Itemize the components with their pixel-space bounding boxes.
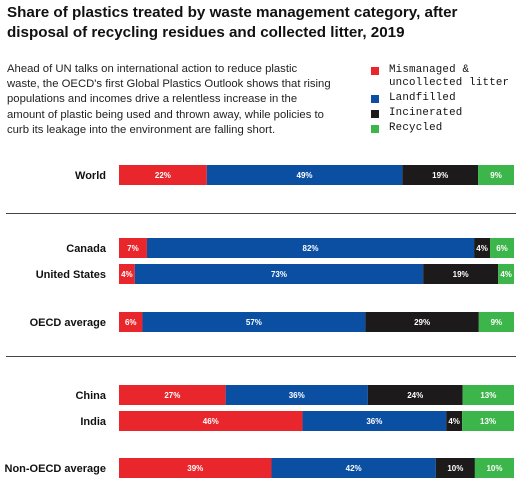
bar-segment-oecd-average-3: [478, 312, 514, 332]
data-label-non-oecd-average-0: 39%: [187, 464, 203, 473]
category-label-world: World: [75, 170, 106, 182]
data-label-india-3: 13%: [480, 417, 496, 426]
category-label-china: China: [75, 390, 106, 402]
bar-segment-china-3: [462, 385, 514, 405]
data-label-world-1: 49%: [297, 171, 313, 180]
bar-segment-india-1: [302, 411, 447, 431]
legend-label-recycled: Recycled: [389, 122, 443, 134]
data-label-non-oecd-average-2: 10%: [447, 464, 463, 473]
data-label-united-states-3: 4%: [500, 270, 512, 279]
bar-segment-non-oecd-average-3: [474, 458, 514, 478]
category-label-oecd-average: OECD average: [30, 317, 106, 329]
bar-segment-oecd-average-1: [142, 312, 366, 332]
data-label-united-states-0: 4%: [121, 270, 133, 279]
bar-segment-world-1: [206, 165, 403, 185]
data-label-non-oecd-average-3: 10%: [486, 464, 502, 473]
data-label-canada-3: 6%: [496, 244, 508, 253]
legend-label-landfilled: Landfilled: [389, 92, 456, 104]
data-label-world-0: 22%: [155, 171, 171, 180]
bar-segment-canada-1: [146, 238, 475, 258]
legend-swatch-landfilled: [371, 95, 379, 103]
bar-segment-united-states-2: [423, 264, 499, 284]
bar-segment-non-oecd-average-0: [119, 458, 272, 478]
chart-title: Share of plastics treated by waste manag…: [7, 4, 458, 41]
bar-segment-china-1: [225, 385, 368, 405]
bar-segment-oecd-average-2: [365, 312, 479, 332]
bar-segment-world-2: [402, 165, 479, 185]
bar-segment-india-3: [462, 411, 514, 431]
data-label-china-3: 13%: [480, 391, 496, 400]
bar-segment-china-0: [119, 385, 226, 405]
data-label-oecd-average-3: 9%: [491, 318, 503, 327]
bar-segment-india-2: [446, 411, 463, 431]
data-label-united-states-2: 19%: [453, 270, 469, 279]
data-label-oecd-average-2: 29%: [414, 318, 430, 327]
data-label-india-2: 4%: [448, 417, 460, 426]
category-label-non-oecd-average: Non-OECD average: [5, 463, 106, 475]
bar-segment-united-states-3: [498, 264, 514, 284]
bar-segment-oecd-average-0: [119, 312, 143, 332]
intro-text: Ahead of UN talks on international actio…: [7, 63, 331, 136]
bar-segment-canada-2: [474, 238, 491, 258]
legend-label-incinerated: Incinerated: [389, 107, 463, 119]
bar-segment-india-0: [119, 411, 303, 431]
data-label-china-0: 27%: [164, 391, 180, 400]
data-label-canada-2: 4%: [476, 244, 488, 253]
category-label-united-states: United States: [36, 269, 106, 281]
data-label-united-states-1: 73%: [271, 270, 287, 279]
data-label-india-0: 46%: [203, 417, 219, 426]
bar-segment-canada-0: [119, 238, 147, 258]
bar-segment-non-oecd-average-2: [435, 458, 475, 478]
group-divider: [6, 213, 516, 214]
bar-segment-china-2: [367, 385, 463, 405]
data-label-canada-0: 7%: [127, 244, 139, 253]
data-label-canada-1: 82%: [303, 244, 319, 253]
legend-swatch-mismanaged: [371, 67, 379, 75]
bar-segment-united-states-1: [134, 264, 424, 284]
bar-segment-canada-3: [490, 238, 514, 258]
bar-segment-world-0: [119, 165, 207, 185]
bar-segment-world-3: [478, 165, 514, 185]
data-label-india-1: 36%: [366, 417, 382, 426]
legend-swatch-recycled: [371, 125, 379, 133]
data-label-world-3: 9%: [490, 171, 502, 180]
category-label-canada: Canada: [66, 243, 107, 255]
legend-label-mismanaged: Mismanaged & uncollected litter: [389, 64, 510, 89]
legend-swatch-incinerated: [371, 110, 379, 118]
data-label-non-oecd-average-1: 42%: [346, 464, 362, 473]
data-label-oecd-average-1: 57%: [246, 318, 262, 327]
bar-segment-non-oecd-average-1: [271, 458, 436, 478]
bar-segment-united-states-0: [119, 264, 135, 284]
data-label-oecd-average-0: 6%: [125, 318, 137, 327]
category-label-india: India: [80, 416, 107, 428]
group-divider: [6, 356, 516, 357]
data-label-china-2: 24%: [407, 391, 423, 400]
data-label-world-2: 19%: [432, 171, 448, 180]
data-label-china-1: 36%: [289, 391, 305, 400]
